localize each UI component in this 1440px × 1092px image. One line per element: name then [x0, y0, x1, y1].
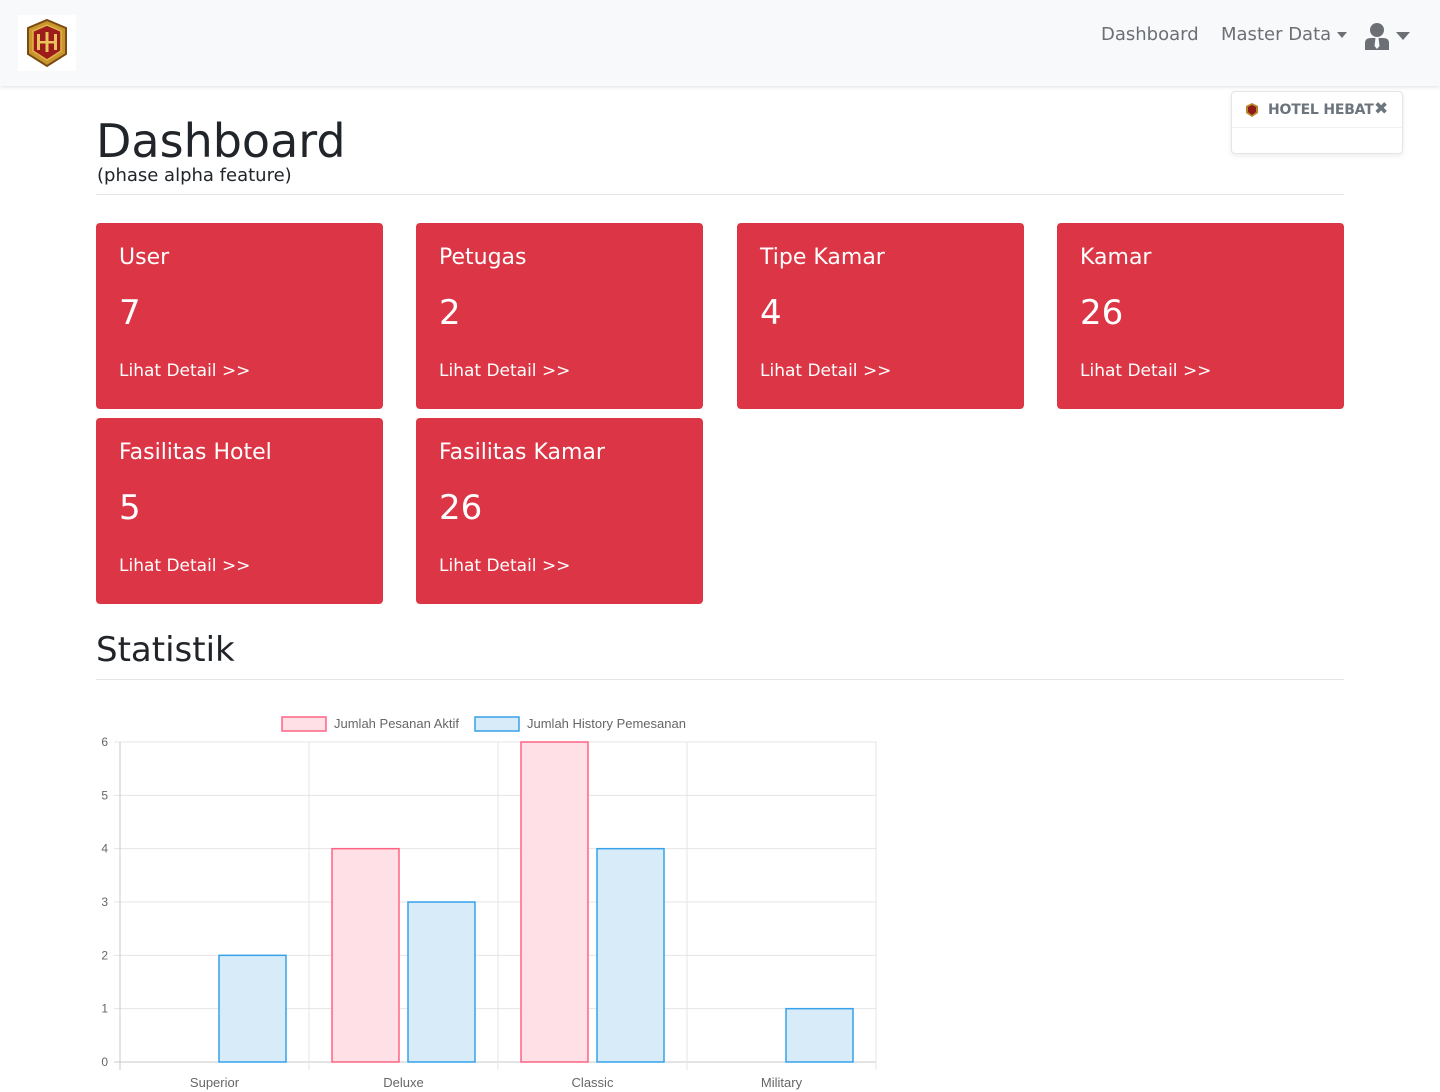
card-value: 26	[439, 488, 483, 528]
card-detail-link[interactable]: Lihat Detail >>	[439, 556, 571, 576]
close-icon[interactable]: ✖	[1374, 99, 1389, 119]
x-tick-label: Deluxe	[383, 1075, 423, 1090]
y-tick-label: 2	[101, 948, 108, 962]
y-tick-label: 5	[101, 788, 108, 802]
card-detail-link[interactable]: Lihat Detail >>	[760, 361, 892, 381]
card-kamar: Kamar 26 Lihat Detail >>	[1057, 223, 1344, 409]
divider	[96, 194, 1344, 195]
card-title: Kamar	[1080, 245, 1152, 270]
hotel-crest-icon	[27, 18, 67, 68]
card-tipe-kamar: Tipe Kamar 4 Lihat Detail >>	[737, 223, 1024, 409]
legend-swatch	[281, 716, 327, 732]
card-value: 2	[439, 293, 461, 333]
nav-master-data-label: Master Data	[1221, 24, 1332, 45]
user-avatar-icon	[1365, 23, 1389, 50]
card-title: Fasilitas Kamar	[439, 440, 605, 465]
card-fasilitas-kamar: Fasilitas Kamar 26 Lihat Detail >>	[416, 418, 703, 604]
card-value: 4	[760, 293, 782, 333]
y-tick-label: 4	[101, 842, 108, 856]
x-tick-label: Superior	[190, 1075, 240, 1090]
legend-label: Jumlah Pesanan Aktif	[334, 716, 459, 731]
toast-title: HOTEL HEBAT	[1268, 101, 1374, 118]
y-tick-label: 1	[101, 1002, 108, 1016]
bar	[218, 954, 287, 1063]
chevron-down-icon	[1396, 32, 1410, 40]
x-tick-label: Classic	[572, 1075, 614, 1090]
card-user: User 7 Lihat Detail >>	[96, 223, 383, 409]
user-menu-dropdown[interactable]	[1364, 22, 1410, 50]
legend-label: Jumlah History Pemesanan	[527, 716, 686, 731]
x-tick-label: Military	[761, 1075, 803, 1090]
nav-dashboard-link[interactable]: Dashboard	[1101, 24, 1199, 45]
toast-header: HOTEL HEBAT	[1232, 92, 1402, 128]
y-tick-label: 6	[101, 735, 108, 749]
y-tick-label: 3	[101, 895, 108, 909]
legend-swatch	[474, 716, 520, 732]
card-detail-link[interactable]: Lihat Detail >>	[119, 361, 251, 381]
card-title: Tipe Kamar	[760, 245, 885, 270]
hotel-crest-icon	[1246, 102, 1258, 117]
divider	[96, 679, 1344, 680]
card-value: 7	[119, 293, 141, 333]
card-fasilitas-hotel: Fasilitas Hotel 5 Lihat Detail >>	[96, 418, 383, 604]
card-detail-link[interactable]: Lihat Detail >>	[1080, 361, 1212, 381]
page-subtitle: (phase alpha feature)	[97, 165, 292, 186]
chevron-down-icon	[1337, 31, 1348, 38]
card-detail-link[interactable]: Lihat Detail >>	[439, 361, 571, 381]
bar	[407, 901, 476, 1063]
card-value: 26	[1080, 293, 1124, 333]
bar	[520, 741, 589, 1063]
bar	[596, 847, 665, 1063]
navbar: Dashboard Master Data	[0, 0, 1440, 86]
page-title: Dashboard	[96, 114, 346, 168]
card-petugas: Petugas 2 Lihat Detail >>	[416, 223, 703, 409]
nav-master-data-dropdown[interactable]: Master Data	[1221, 24, 1348, 45]
bar-chart: 0 1 2 3 4 5 6 Superior Deluxe Classic Military Juml…	[101, 716, 877, 1090]
hotel-logo[interactable]	[18, 15, 76, 71]
card-title: User	[119, 245, 170, 270]
y-tick-label: 0	[101, 1055, 108, 1069]
hotel-toast: HOTEL HEBAT ✖	[1231, 91, 1403, 154]
card-title: Petugas	[439, 245, 527, 270]
card-value: 5	[119, 488, 141, 528]
bar	[331, 847, 400, 1063]
card-title: Fasilitas Hotel	[119, 440, 272, 465]
section-title-statistik: Statistik	[96, 630, 235, 670]
bar	[785, 1007, 854, 1063]
card-detail-link[interactable]: Lihat Detail >>	[119, 556, 251, 576]
